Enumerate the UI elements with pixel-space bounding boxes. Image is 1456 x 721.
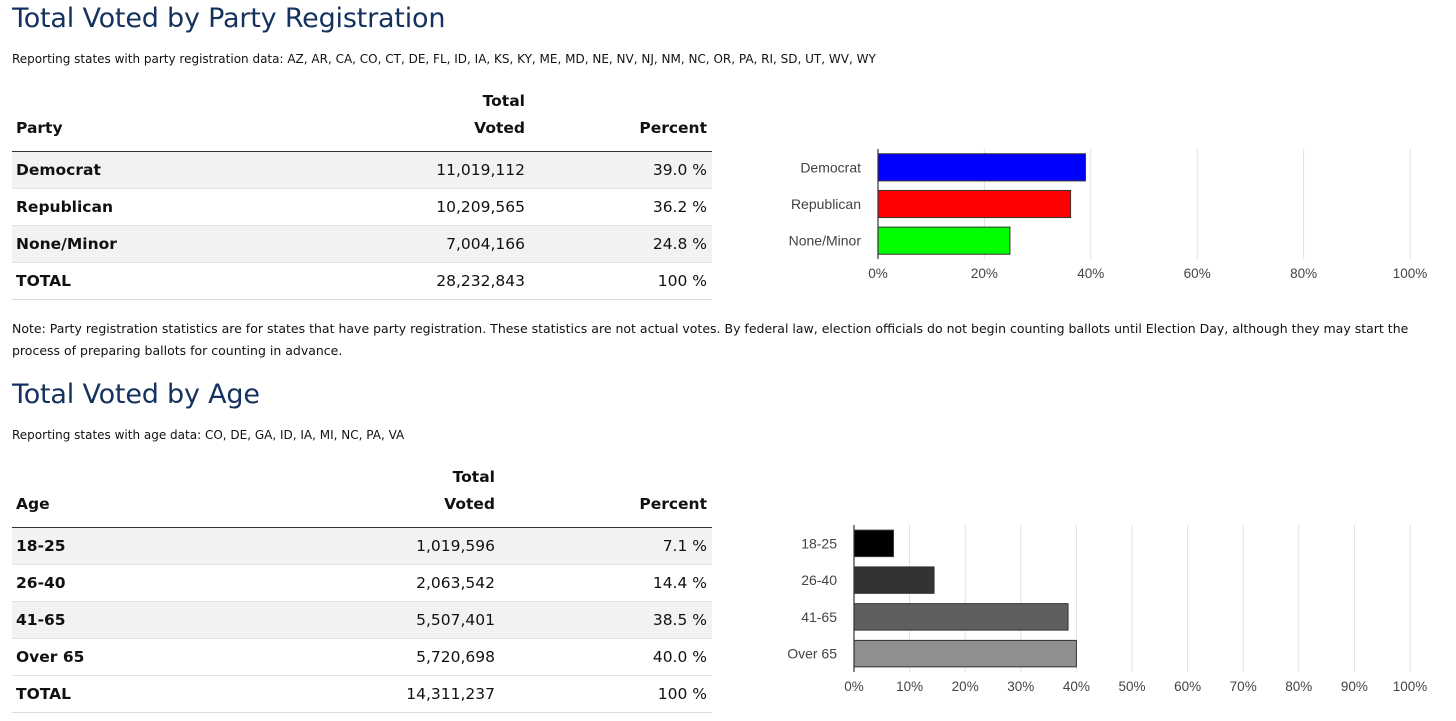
total-voted: 14,311,237: [312, 675, 500, 713]
x-tick-label: 60%: [1184, 266, 1211, 281]
bar-18-25[interactable]: [853, 529, 894, 558]
row-percent: 36.2 %: [530, 188, 712, 226]
party-col-header[interactable]: Party: [12, 88, 312, 152]
y-category-label: 26-40: [801, 572, 837, 588]
bar-none-minor[interactable]: [877, 226, 1011, 255]
row-voted: 5,720,698: [312, 638, 500, 676]
row-voted: 5,507,401: [312, 601, 500, 639]
y-category-label: Republican: [791, 196, 861, 212]
total-row: TOTAL 28,232,843 100 %: [12, 262, 712, 300]
row-percent: 24.8 %: [530, 225, 712, 263]
row-label: 41-65: [12, 601, 312, 639]
total-voted-col-header[interactable]: Total Voted: [312, 464, 500, 528]
total-row: TOTAL 14,311,237 100 %: [12, 675, 712, 713]
y-category-label: 18-25: [801, 535, 837, 551]
x-tick-label: 30%: [1007, 679, 1034, 694]
x-tick-label: 100%: [1393, 266, 1428, 281]
bar-26-40[interactable]: [853, 566, 935, 594]
age-table-header: Age Total Voted Percent: [12, 464, 712, 528]
x-tick-label: 20%: [971, 266, 998, 281]
x-tick-label: 0%: [844, 679, 864, 694]
total-voted-header-line1: Total: [482, 92, 525, 110]
row-label: Republican: [12, 188, 312, 226]
table-row: 41-65 5,507,401 38.5 %: [12, 601, 712, 639]
x-tick-label: 20%: [952, 679, 979, 694]
party-table-header: Party Total Voted Percent: [12, 88, 712, 152]
percent-col-header[interactable]: Percent: [530, 88, 712, 152]
party-reporting-states: Reporting states with party registration…: [12, 52, 876, 66]
table-row: 26-40 2,063,542 14.4 %: [12, 564, 712, 602]
row-label: 18-25: [12, 527, 312, 565]
total-label: TOTAL: [12, 675, 312, 713]
row-voted: 1,019,596: [312, 527, 500, 565]
party-registration-note: Note: Party registration statistics are …: [12, 321, 1409, 358]
row-label: 26-40: [12, 564, 312, 602]
x-tick-label: 100%: [1393, 679, 1428, 694]
total-voted-header-line1: Total: [452, 468, 495, 486]
x-tick-label: 60%: [1174, 679, 1201, 694]
age-bar-chart: 0% 10% 20% 30% 40% 50% 60% 70% 80% 90% 100% 18-25 26…: [787, 525, 1428, 694]
bar-republican[interactable]: [877, 189, 1072, 219]
y-category-label: 41-65: [801, 609, 837, 625]
y-category-label: Over 65: [787, 646, 837, 662]
total-voted: 28,232,843: [312, 262, 530, 300]
age-section-title: Total Voted by Age: [12, 379, 260, 410]
row-percent: 38.5 %: [500, 601, 712, 639]
y-category-label: None/Minor: [789, 233, 862, 249]
total-voted-header-line2: Voted: [444, 495, 495, 513]
row-label: Democrat: [12, 151, 312, 189]
table-row: Over 65 5,720,698 40.0 %: [12, 638, 712, 676]
total-percent: 100 %: [500, 675, 712, 713]
percent-col-header[interactable]: Percent: [500, 464, 712, 528]
x-tick-label: 50%: [1118, 679, 1145, 694]
table-row: Republican 10,209,565 36.2 %: [12, 188, 712, 226]
x-tick-label: 90%: [1341, 679, 1368, 694]
table-row: 18-25 1,019,596 7.1 %: [12, 527, 712, 565]
age-reporting-states: Reporting states with age data: CO, DE, …: [12, 428, 405, 442]
party-table: Party Total Voted Percent Democrat 11,01…: [12, 88, 712, 300]
x-tick-label: 0%: [868, 266, 888, 281]
bar-over-65[interactable]: [853, 639, 1077, 668]
age-col-header[interactable]: Age: [12, 464, 312, 528]
total-voted-header-line2: Voted: [474, 119, 525, 137]
row-percent: 7.1 %: [500, 527, 712, 565]
total-voted-col-header[interactable]: Total Voted: [312, 88, 530, 152]
total-percent: 100 %: [530, 262, 712, 300]
x-tick-label: 80%: [1285, 679, 1312, 694]
party-section-title: Total Voted by Party Registration: [12, 3, 446, 34]
x-tick-label: 40%: [1077, 266, 1104, 281]
row-voted: 10,209,565: [312, 188, 530, 226]
row-percent: 14.4 %: [500, 564, 712, 602]
x-tick-label: 10%: [896, 679, 923, 694]
x-tick-label: 70%: [1230, 679, 1257, 694]
row-voted: 11,019,112: [312, 151, 530, 189]
row-label: None/Minor: [12, 225, 312, 263]
row-voted: 7,004,166: [312, 225, 530, 263]
table-row: Democrat 11,019,112 39.0 %: [12, 151, 712, 189]
row-voted: 2,063,542: [312, 564, 500, 602]
age-table: Age Total Voted Percent 18-25 1,019,596 …: [12, 464, 712, 713]
y-category-label: Democrat: [800, 159, 861, 175]
row-label: Over 65: [12, 638, 312, 676]
total-label: TOTAL: [12, 262, 312, 300]
row-percent: 40.0 %: [500, 638, 712, 676]
row-percent: 39.0 %: [530, 151, 712, 189]
bar-41-65[interactable]: [853, 603, 1069, 631]
bar-democrat[interactable]: [877, 153, 1086, 182]
party-bar-chart: 0% 20% 40% 60% 80% 100% Democrat Republican None…: [789, 149, 1428, 281]
table-row: None/Minor 7,004,166 24.8 %: [12, 225, 712, 263]
x-tick-label: 80%: [1290, 266, 1317, 281]
x-tick-label: 40%: [1063, 679, 1090, 694]
